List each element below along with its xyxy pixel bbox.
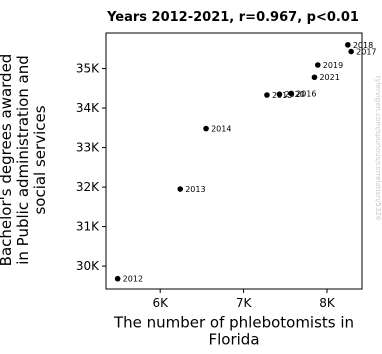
y-tick-label: 32K: [76, 180, 100, 194]
data-point-2015: [264, 92, 270, 98]
x-tick-label: 6K: [152, 296, 169, 310]
y-axis-ticks: 30K 31K 32K 33K 34K 35K: [76, 62, 106, 273]
data-point-2017: [348, 48, 354, 55]
data-point-2018: [345, 42, 351, 48]
y-tick-label: 30K: [76, 259, 100, 273]
point-label-2017: 2017: [356, 48, 376, 57]
plot-frame: [105, 32, 363, 290]
chart-title: Years 2012-2021, r=0.967, p<0.01: [106, 10, 359, 25]
data-point-2014: [203, 125, 209, 132]
data-point-2020: [276, 91, 283, 98]
y-tick-label: 34K: [76, 101, 100, 115]
y-axis-label: Bachelor's degrees awardedin Public admi…: [0, 54, 49, 267]
point-label-2019: 2019: [323, 61, 343, 70]
point-label-2020: 2020: [284, 90, 304, 99]
point-label-2016: 2016: [296, 89, 316, 98]
point-label-2018: 2018: [353, 41, 373, 50]
data-point-2013: [177, 186, 184, 192]
data-point-2021: [311, 74, 318, 81]
point-label-2012: 2012: [123, 275, 143, 284]
point-label-2014: 2014: [211, 125, 231, 134]
y-tick-label: 33K: [76, 141, 100, 155]
point-label-2021: 2021: [319, 73, 339, 82]
y-tick-label: 35K: [76, 62, 100, 76]
watermark: tylervigen.com/spurious/correlation/5326: [374, 76, 382, 221]
data-point-2019: [315, 62, 321, 68]
x-axis-ticks: 6K 7K 8K: [152, 289, 336, 310]
point-label-2015: 2015: [272, 91, 292, 100]
x-axis-label: The number of phlebotomists in Florida: [113, 314, 354, 349]
x-tick-label: 8K: [319, 296, 336, 310]
point-label-2013: 2013: [185, 185, 205, 194]
data-point-2012: [114, 275, 121, 282]
x-tick-label: 7K: [236, 296, 253, 310]
y-tick-label: 31K: [76, 220, 100, 234]
data-point-2016: [288, 90, 294, 97]
